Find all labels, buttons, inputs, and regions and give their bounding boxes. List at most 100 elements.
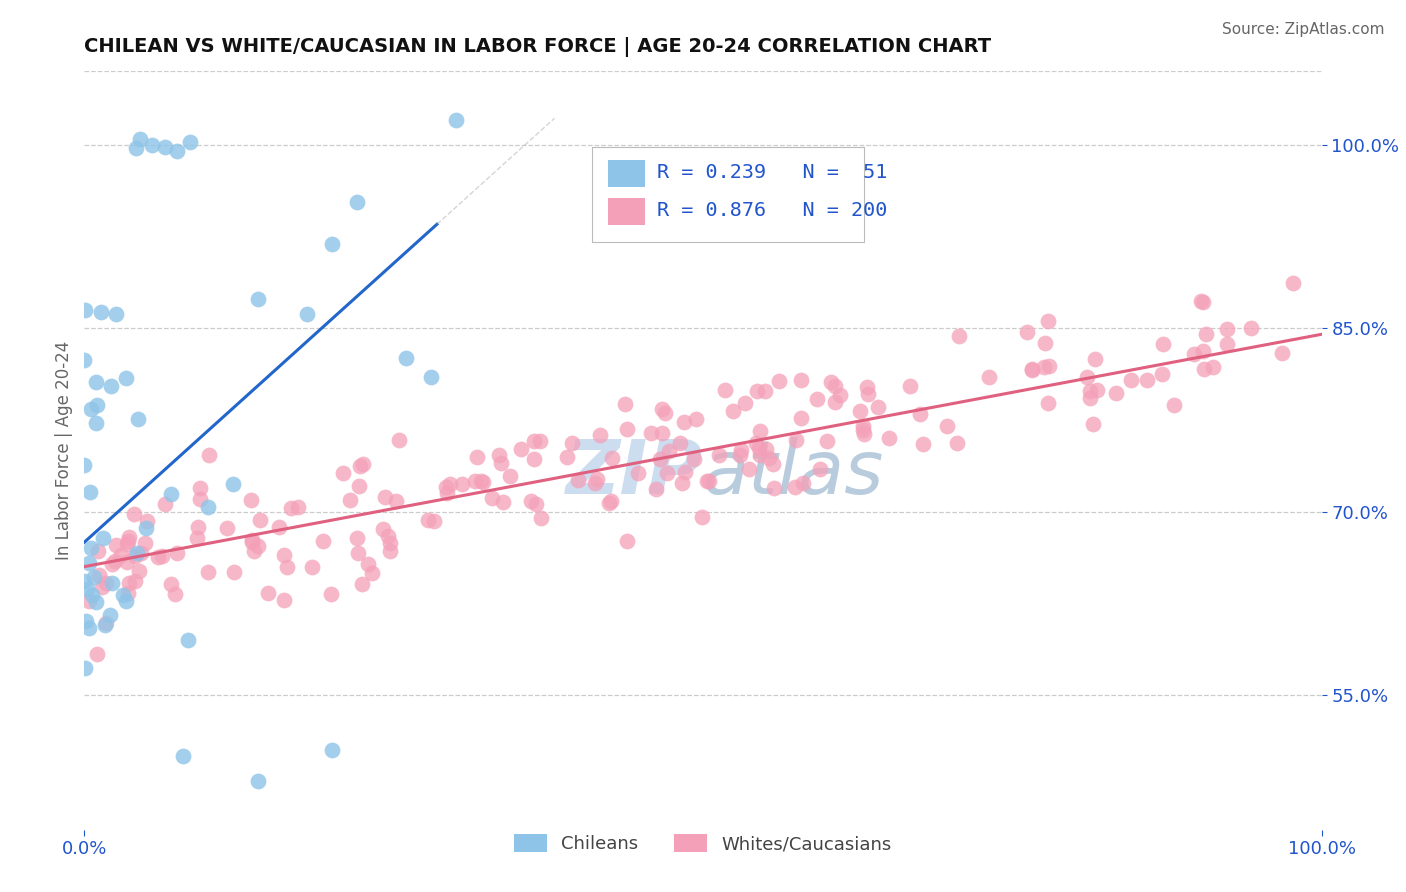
Point — [79, 557, 101, 571]
Point — [1202, 359, 1225, 374]
Point — [416, 513, 439, 527]
Point — [350, 577, 373, 591]
Point — [1021, 362, 1043, 376]
Point — [657, 466, 679, 480]
Point — [127, 545, 149, 559]
Point — [682, 451, 704, 466]
Point — [104, 538, 127, 552]
Point — [806, 392, 828, 407]
Point — [1036, 396, 1059, 410]
Point — [117, 537, 139, 551]
Point — [166, 144, 188, 158]
Point — [86, 398, 108, 412]
Point — [1080, 391, 1102, 405]
Point — [651, 401, 673, 416]
Point — [489, 457, 512, 471]
Point — [523, 434, 546, 448]
Point — [616, 422, 638, 436]
Point — [977, 370, 1000, 384]
Point — [852, 423, 875, 437]
Point — [524, 497, 547, 511]
Point — [828, 388, 851, 402]
Point — [94, 576, 117, 591]
Point — [948, 329, 970, 343]
Point — [1215, 336, 1237, 351]
Point — [73, 661, 96, 675]
Point — [240, 533, 263, 548]
Point — [131, 546, 153, 560]
Point — [187, 520, 209, 534]
Point — [347, 546, 370, 560]
Point — [197, 566, 219, 580]
Point — [640, 425, 662, 440]
Point — [135, 520, 157, 534]
Point — [136, 514, 159, 528]
Point — [217, 521, 239, 535]
Point — [488, 448, 510, 462]
Point — [946, 436, 969, 450]
Point — [94, 617, 117, 632]
Point — [815, 434, 838, 448]
Point — [714, 383, 737, 397]
Point — [436, 486, 458, 500]
Point — [1085, 383, 1108, 397]
Point — [197, 500, 219, 514]
Point — [347, 479, 370, 493]
Point — [567, 473, 589, 487]
Point — [73, 303, 96, 318]
Point — [1240, 320, 1263, 334]
Point — [188, 481, 211, 495]
Point — [73, 574, 96, 588]
Point — [378, 544, 401, 558]
Point — [90, 580, 112, 594]
Point — [762, 457, 785, 471]
Point — [673, 466, 696, 480]
Point — [614, 397, 637, 411]
Point — [852, 427, 875, 442]
Text: atlas: atlas — [703, 437, 884, 509]
Point — [117, 533, 139, 548]
Point — [118, 530, 141, 544]
Point — [1163, 398, 1185, 412]
Point — [557, 450, 579, 464]
Point — [295, 307, 318, 321]
Point — [124, 574, 146, 588]
Point — [754, 384, 776, 399]
Point — [824, 395, 846, 409]
Point — [1076, 370, 1098, 384]
Point — [118, 576, 141, 591]
Point — [616, 534, 638, 549]
Point — [117, 586, 139, 600]
Point — [124, 549, 146, 563]
Point — [104, 554, 127, 568]
Point — [598, 496, 620, 510]
Point — [84, 595, 107, 609]
Point — [586, 472, 609, 486]
Point — [1192, 295, 1215, 310]
Point — [321, 237, 343, 252]
Point — [1215, 322, 1237, 336]
Point — [852, 419, 875, 434]
Point — [388, 434, 411, 448]
Point — [357, 558, 380, 572]
Point — [128, 564, 150, 578]
Point — [530, 511, 553, 525]
Point — [1152, 336, 1174, 351]
Point — [73, 458, 96, 472]
Point — [785, 434, 807, 448]
Point — [377, 529, 399, 543]
Point — [346, 195, 368, 210]
Point — [332, 466, 354, 480]
Point — [519, 493, 541, 508]
Point — [80, 588, 103, 602]
Legend: Chileans, Whites/Caucasians: Chileans, Whites/Caucasians — [505, 825, 901, 863]
FancyBboxPatch shape — [607, 160, 645, 187]
Point — [163, 587, 186, 601]
Point — [856, 380, 879, 394]
Point — [83, 570, 105, 584]
Point — [690, 510, 713, 524]
Point — [222, 565, 245, 579]
Point — [730, 442, 752, 457]
Point — [273, 548, 295, 562]
Point — [529, 434, 551, 448]
